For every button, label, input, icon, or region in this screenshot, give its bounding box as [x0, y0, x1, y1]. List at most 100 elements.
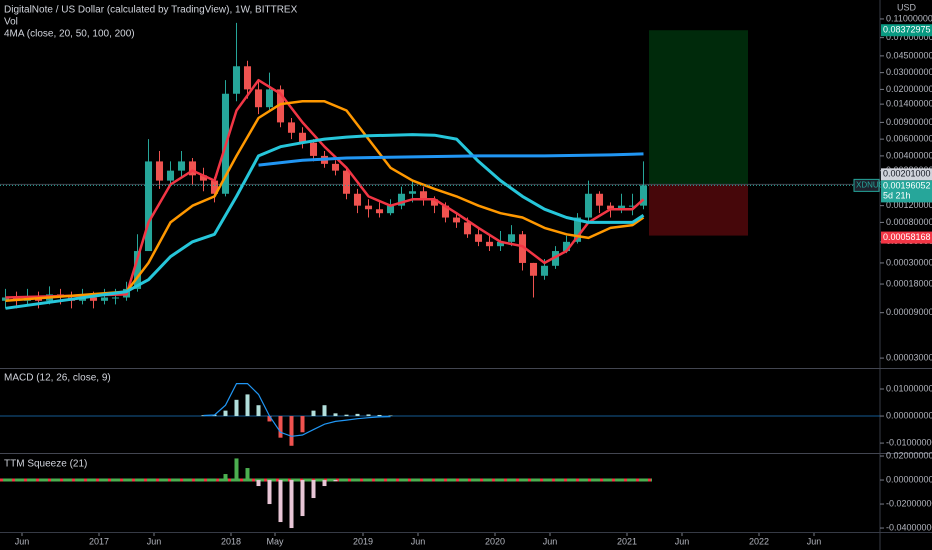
- x-tick-label: Jun: [15, 536, 30, 546]
- countdown-label: 5d 21h: [883, 191, 911, 201]
- candle-body: [584, 193, 593, 218]
- histogram-bar: [223, 410, 228, 417]
- candle-body: [353, 193, 362, 206]
- candle-body: [254, 89, 263, 108]
- target-tag-bg: [881, 24, 932, 37]
- histogram-bar: [388, 415, 393, 417]
- y-tick-label: 0.00018000: [886, 278, 932, 288]
- x-tick-label: Jun: [411, 536, 426, 546]
- last-price-label: 0.00196052: [883, 181, 931, 191]
- candle-body: [298, 132, 307, 143]
- candle-body: [342, 170, 351, 194]
- currency-label: USD: [897, 2, 917, 12]
- last-price-bg: [881, 180, 932, 203]
- y-tick-label: 0.02000000: [886, 84, 932, 94]
- y-tick-label: 0.00009000: [886, 307, 932, 317]
- macd-title: MACD (12, 26, close, 9): [4, 373, 111, 384]
- candle-body: [155, 161, 164, 181]
- candle-body: [375, 209, 384, 214]
- histogram-bar: [333, 413, 338, 417]
- candle-body: [408, 191, 417, 194]
- chart-title: DigitalNote / US Dollar (calculated by T…: [4, 5, 298, 16]
- moving-average: MA 50: [5, 100, 645, 303]
- momentum-bar: [223, 474, 228, 481]
- histogram-bar: [311, 410, 316, 417]
- momentum-bar: [212, 478, 217, 481]
- x-tick-label: Jun: [807, 536, 822, 546]
- moving-average: MA 20: [5, 78, 645, 299]
- y-tick-label: -0.02000000: [886, 498, 932, 508]
- candle-body: [309, 142, 318, 156]
- candle-body: [529, 262, 538, 276]
- momentum-bar: [234, 458, 239, 481]
- candle-body: [166, 170, 175, 181]
- y-tick-label: 0.03000000: [886, 67, 932, 77]
- candle-body: [287, 122, 296, 133]
- macd-line: [203, 383, 391, 437]
- candle-body: [243, 66, 252, 90]
- histogram-bar: [377, 414, 382, 417]
- candle-body: [441, 205, 450, 218]
- y-tick-label: 0.00030000: [886, 257, 932, 267]
- candle-body: [419, 191, 428, 200]
- histogram-bar: [278, 416, 283, 438]
- moving-average: MA 100: [5, 133, 645, 310]
- candle-body: [639, 185, 648, 206]
- histogram-bar: [366, 414, 371, 417]
- histogram-bar: [355, 413, 360, 417]
- candle-body: [144, 161, 153, 252]
- candle-body: [518, 234, 527, 263]
- x-tick-label: 2019: [353, 536, 373, 546]
- y-tick-label: 0.00000000: [886, 410, 932, 420]
- entry-tag: 0.00201000: [883, 169, 931, 179]
- y-tick-label: 0.01000000: [886, 383, 932, 393]
- candle-body: [474, 234, 483, 242]
- y-tick-label: -0.01000000: [886, 437, 932, 447]
- candle-body: [540, 265, 549, 276]
- histogram-bar: [300, 416, 305, 433]
- candle-body: [188, 161, 197, 176]
- target-tag: 0.08372975: [883, 25, 931, 35]
- histogram-bar: [267, 416, 272, 422]
- candle-body: [331, 163, 340, 171]
- candle-body: [496, 241, 505, 247]
- momentum-bar: [256, 480, 261, 487]
- candle-body: [100, 297, 109, 301]
- candle-body: [276, 89, 285, 123]
- y-tick-label: 0.00600000: [886, 134, 932, 144]
- momentum-bar: [333, 480, 338, 482]
- y-tick-label: 0.04500000: [886, 50, 932, 60]
- x-tick-label: Jun: [675, 536, 690, 546]
- histogram-bar: [234, 399, 239, 417]
- momentum-bar: [311, 480, 316, 499]
- candle-body: [89, 297, 98, 301]
- y-tick-label: 0.07000000: [886, 32, 932, 42]
- x-tick-label: 2020: [485, 536, 505, 546]
- squeeze-title: TTM Squeeze (21): [4, 459, 87, 470]
- momentum-bar: [322, 480, 327, 487]
- y-tick-label: 0.02000000: [886, 450, 932, 460]
- stop-tag: 0.00058168: [883, 232, 931, 242]
- volume-label: Vol: [4, 17, 18, 28]
- candle-body: [430, 199, 439, 206]
- candle-body: [562, 241, 571, 252]
- position-loss: [649, 184, 748, 236]
- symbol-bg: [853, 178, 880, 192]
- histogram-bar: [344, 414, 349, 417]
- candle-body: [617, 205, 626, 210]
- momentum-bar: [278, 480, 283, 523]
- symbol-label: XDNUSD: [856, 180, 890, 189]
- y-tick-label: 0.11000000: [886, 13, 932, 23]
- y-tick-label: 0.00080000: [886, 217, 932, 227]
- x-tick-label: Jun: [543, 536, 558, 546]
- histogram-bar: [201, 415, 206, 417]
- momentum-bar: [245, 468, 250, 481]
- y-tick-label: 0.00900000: [886, 117, 932, 127]
- x-tick-label: 2017: [89, 536, 109, 546]
- candle-body: [452, 217, 461, 223]
- candle-body: [606, 205, 615, 210]
